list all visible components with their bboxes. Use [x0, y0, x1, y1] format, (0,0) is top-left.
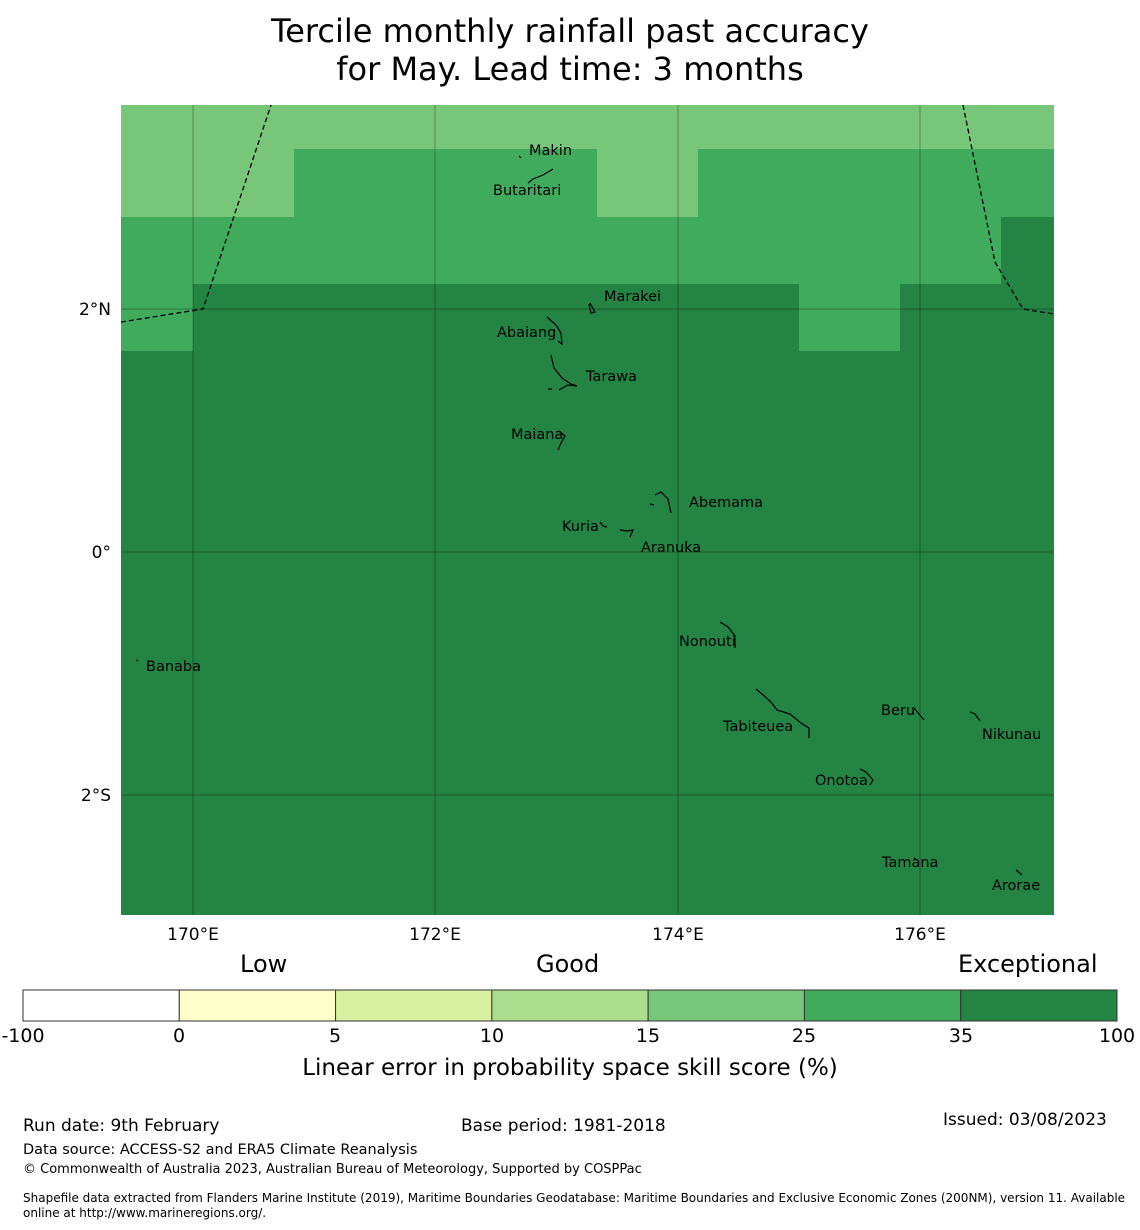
x-axis-label: 170°E [167, 925, 219, 945]
island-label: Arorae [992, 878, 1040, 894]
shapefile-credit: Shapefile data extracted from Flanders M… [23, 1191, 1126, 1220]
map-title-line-1: Tercile monthly rainfall past accuracy [271, 12, 869, 50]
colorbar-category-low: Low [240, 950, 288, 978]
graticule [121, 105, 1054, 915]
run-date: Run date: 9th February [23, 1116, 220, 1136]
island-label: Onotoa [815, 773, 868, 789]
island-label: Butaritari [493, 183, 561, 199]
colorbar-tick: 100 [1098, 1025, 1136, 1047]
issued-date: Issued: 03/08/2023 [943, 1110, 1107, 1130]
x-axis-label: 172°E [409, 925, 461, 945]
island-label: Tabiteuea [722, 719, 793, 735]
skill-region-medium [121, 105, 1054, 351]
base-period: Base period: 1981-2018 [461, 1116, 666, 1136]
colorbar-category-good: Good [536, 950, 600, 978]
colorbar-segment [803, 989, 962, 1022]
x-axis-label: 176°E [894, 925, 946, 945]
colorbar-label: Linear error in probability space skill … [302, 1055, 838, 1081]
colorbar-tick: -100 [1, 1025, 45, 1047]
colorbar-tick: 10 [479, 1025, 505, 1047]
y-axis-label: 2°N [79, 300, 111, 320]
island-label: Marakei [604, 289, 661, 305]
data-source: Data source: ACCESS-S2 and ERA5 Climate … [23, 1142, 418, 1158]
island-label: Beru [881, 703, 915, 719]
island-label: Kuria [562, 519, 599, 535]
colorbar-category-exceptional: Exceptional [958, 950, 1098, 978]
island-label: Nonouti [679, 634, 736, 650]
island-label: Abaiang [497, 325, 556, 341]
eez-boundary [120, 104, 1055, 323]
island-label: Tamana [881, 855, 938, 871]
island-label: Makin [529, 143, 572, 159]
colorbar-segment [647, 989, 805, 1022]
map-title-line-2: for May. Lead time: 3 months [336, 50, 804, 88]
colorbar-segment [960, 989, 1118, 1022]
island-label: Nikunau [982, 727, 1041, 743]
colorbar-tick: 15 [635, 1025, 661, 1047]
colorbar-tick: 0 [172, 1025, 186, 1047]
colorbar-tick: 5 [328, 1025, 342, 1047]
island-outlines [135, 155, 1023, 876]
colorbar-tick: 35 [948, 1025, 974, 1047]
skill-region-low [121, 105, 1054, 217]
colorbar-segment [22, 989, 180, 1022]
island-label: Banaba [146, 659, 201, 675]
skill-map: Makin Butaritari Marakei Abaiang Tarawa … [79, 104, 1055, 945]
island-label: Abemama [689, 495, 763, 511]
y-axis-label: 2°S [81, 786, 111, 806]
colorbar-tick: 25 [791, 1025, 817, 1047]
colorbar-segment [335, 989, 493, 1022]
island-label: Aranuka [641, 540, 701, 556]
colorbar-segment [178, 989, 337, 1022]
island-label: Tarawa [585, 369, 637, 385]
x-axis-label: 174°E [652, 925, 704, 945]
copyright: © Commonwealth of Australia 2023, Austra… [23, 1162, 642, 1177]
y-axis-label: 0° [92, 543, 111, 563]
colorbar-segment [491, 989, 649, 1022]
colorbar [22, 989, 1118, 1022]
island-label: Maiana [511, 427, 563, 443]
